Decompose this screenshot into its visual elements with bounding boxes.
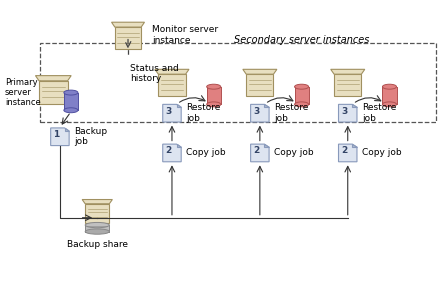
Bar [64,93,78,110]
Ellipse shape [382,84,396,89]
Text: 2: 2 [166,146,172,155]
Polygon shape [177,104,181,107]
Text: Primary
server
instance: Primary server instance [5,78,41,107]
Ellipse shape [64,108,78,113]
Polygon shape [352,144,357,147]
Polygon shape [339,104,357,122]
Bar [246,74,274,96]
Text: Restore
job: Restore job [274,103,308,123]
Bar [206,87,221,104]
Text: Secondary server instances: Secondary server instances [234,34,369,45]
Polygon shape [65,128,69,131]
Text: Copy job: Copy job [362,148,401,158]
Polygon shape [82,200,113,204]
Polygon shape [251,104,269,122]
Text: 2: 2 [341,146,348,155]
Bar [295,87,309,104]
Ellipse shape [295,84,309,89]
Text: Status and
history: Status and history [130,64,179,83]
Bar [85,204,109,223]
Text: Restore
job: Restore job [186,103,220,123]
Polygon shape [163,144,181,162]
Ellipse shape [382,102,396,107]
Polygon shape [251,144,269,162]
Polygon shape [264,144,269,147]
Text: Backup
job: Backup job [74,127,107,146]
Bar [115,27,141,49]
Bar [158,74,186,96]
Polygon shape [352,104,357,107]
Polygon shape [331,69,365,74]
Polygon shape [339,144,357,162]
Ellipse shape [206,84,221,89]
Ellipse shape [85,222,109,228]
Polygon shape [163,104,181,122]
Text: 1: 1 [53,130,60,139]
Bar [85,225,109,232]
Text: Restore
job: Restore job [362,103,396,123]
Bar [39,81,68,104]
Text: 3: 3 [341,107,348,116]
Bar [382,87,396,104]
Text: 2: 2 [253,146,259,155]
Polygon shape [36,76,71,81]
Polygon shape [112,22,145,27]
Polygon shape [243,69,277,74]
Ellipse shape [295,102,309,107]
Text: 3: 3 [166,107,172,116]
Polygon shape [264,104,269,107]
Polygon shape [51,128,69,146]
Text: 3: 3 [253,107,259,116]
Polygon shape [177,144,181,147]
Polygon shape [155,69,189,74]
Ellipse shape [206,102,221,107]
Ellipse shape [64,90,78,95]
Text: Backup share: Backup share [67,240,128,249]
Text: Monitor server
instance: Monitor server instance [152,26,218,45]
Bar [40,43,436,122]
Text: Copy job: Copy job [186,148,226,158]
Bar [334,74,361,96]
Ellipse shape [85,229,109,234]
Text: Copy job: Copy job [274,148,314,158]
